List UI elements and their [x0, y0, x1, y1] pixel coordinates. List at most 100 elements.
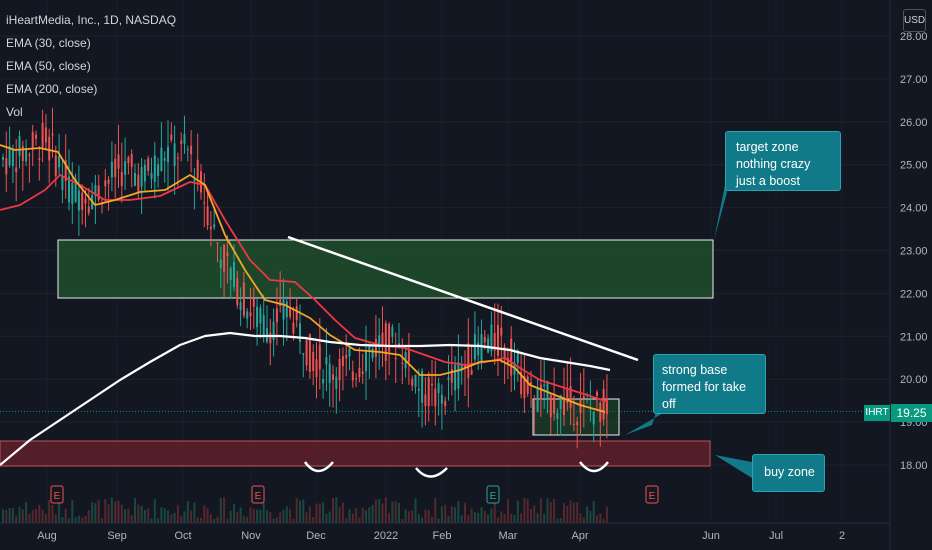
- candle-body: [157, 164, 160, 176]
- time-tick-label: Aug: [37, 530, 57, 542]
- volume-bar: [384, 497, 387, 523]
- target-zone-callout[interactable]: target zone nothing crazy just a boost: [725, 131, 841, 191]
- volume-bar: [516, 500, 519, 523]
- candle-body: [48, 136, 51, 161]
- earnings-marker-label: E: [54, 491, 61, 502]
- volume-bar: [530, 508, 532, 523]
- candle-body: [345, 354, 348, 359]
- candle-body: [523, 376, 526, 399]
- volume-bar: [318, 503, 321, 523]
- legend-ema50[interactable]: EMA (50, close): [6, 59, 91, 73]
- earnings-marker[interactable]: E: [486, 485, 500, 504]
- time-tick-label: Nov: [241, 530, 261, 542]
- price-tick-label: 18.00: [900, 460, 928, 472]
- volume-bar: [200, 517, 202, 523]
- candle-body: [117, 154, 120, 169]
- candle-body: [104, 180, 107, 187]
- candle-body: [38, 158, 41, 161]
- candle-body: [599, 402, 602, 423]
- candle-body: [51, 133, 54, 136]
- candle-body: [193, 179, 196, 182]
- volume-bar: [77, 515, 80, 523]
- price-tick-label: 23.00: [900, 246, 928, 258]
- volume-bar: [117, 500, 120, 523]
- earnings-marker[interactable]: E: [50, 485, 64, 504]
- candle-body: [147, 158, 150, 171]
- candle-body: [582, 395, 585, 399]
- currency-button[interactable]: USD: [903, 9, 926, 32]
- symbol-title[interactable]: iHeartMedia, Inc., 1D, NASDAQ: [6, 13, 177, 27]
- bottom-arc-1: [303, 461, 334, 473]
- volume-bar: [203, 505, 206, 523]
- candle-body: [520, 372, 523, 395]
- volume-bar: [536, 513, 539, 523]
- volume-bar: [394, 501, 397, 523]
- volume-bar: [447, 516, 450, 523]
- volume-bar: [381, 503, 384, 523]
- volume-bar: [193, 502, 196, 523]
- candle-body: [94, 185, 97, 197]
- ema30-line: [0, 144, 606, 413]
- candle-body: [143, 164, 146, 182]
- candle-body: [579, 399, 582, 413]
- volume-bar: [186, 500, 189, 523]
- candle-body: [414, 374, 417, 387]
- candle-body: [391, 327, 394, 337]
- volume-bar: [285, 506, 288, 523]
- legend-ema30[interactable]: EMA (30, close): [6, 36, 91, 50]
- volume-bar: [8, 508, 11, 523]
- legend-ema200[interactable]: EMA (200, close): [6, 82, 98, 96]
- volume-bar: [94, 503, 97, 523]
- volume-bar: [467, 515, 470, 523]
- volume-bar: [368, 507, 371, 523]
- time-axis[interactable]: Aug Sep Oct Nov Dec 2022 Feb Mar Apr Jun Jul 2: [37, 530, 845, 542]
- last-price-ticker-label: IHRT: [864, 405, 890, 421]
- volume-bar: [526, 498, 529, 523]
- candle-body: [427, 377, 430, 407]
- candle-body: [68, 176, 70, 203]
- candle-body: [572, 423, 575, 425]
- earnings-marker[interactable]: E: [251, 485, 265, 504]
- candle-body: [74, 178, 77, 202]
- candle-body: [586, 399, 589, 401]
- candle-body: [470, 370, 473, 375]
- volume-bar: [450, 506, 453, 523]
- candle-body: [5, 158, 8, 175]
- candle-body: [18, 136, 21, 156]
- candle-body: [153, 155, 156, 182]
- candle-body: [503, 346, 506, 358]
- price-tick-label: 22.00: [900, 288, 928, 300]
- volume-bars: [2, 497, 608, 523]
- candle-body: [279, 299, 282, 306]
- candle-body: [275, 308, 278, 323]
- candle-body: [64, 160, 67, 182]
- volume-bar: [579, 513, 582, 523]
- volume-bar: [134, 497, 136, 523]
- strong-base-callout[interactable]: strong base formed for take off: [653, 354, 766, 414]
- volume-bar: [358, 517, 361, 523]
- volume-bar: [407, 511, 410, 523]
- earnings-marker[interactable]: E: [645, 485, 659, 504]
- earnings-marker-label: E: [255, 491, 262, 502]
- chart-legend: iHeartMedia, Inc., 1D, NASDAQ EMA (30, c…: [6, 9, 176, 124]
- volume-bar: [48, 500, 51, 523]
- earnings-marker-box: [486, 485, 500, 504]
- volume-bar: [160, 507, 163, 523]
- volume-bar: [417, 514, 420, 523]
- candle-body: [431, 383, 433, 386]
- volume-bar: [35, 509, 37, 523]
- candle-body: [351, 371, 354, 381]
- volume-bar: [163, 508, 166, 523]
- candle-body: [493, 333, 496, 351]
- candle-body: [454, 364, 457, 391]
- volume-bar: [592, 501, 595, 523]
- candle-body: [213, 224, 216, 228]
- zones: [0, 239, 714, 467]
- legend-volume[interactable]: Vol: [6, 105, 23, 119]
- volume-bar: [256, 509, 259, 523]
- buy-zone-callout[interactable]: buy zone: [752, 454, 825, 492]
- volume-bar: [371, 504, 374, 523]
- candle-body: [526, 376, 529, 394]
